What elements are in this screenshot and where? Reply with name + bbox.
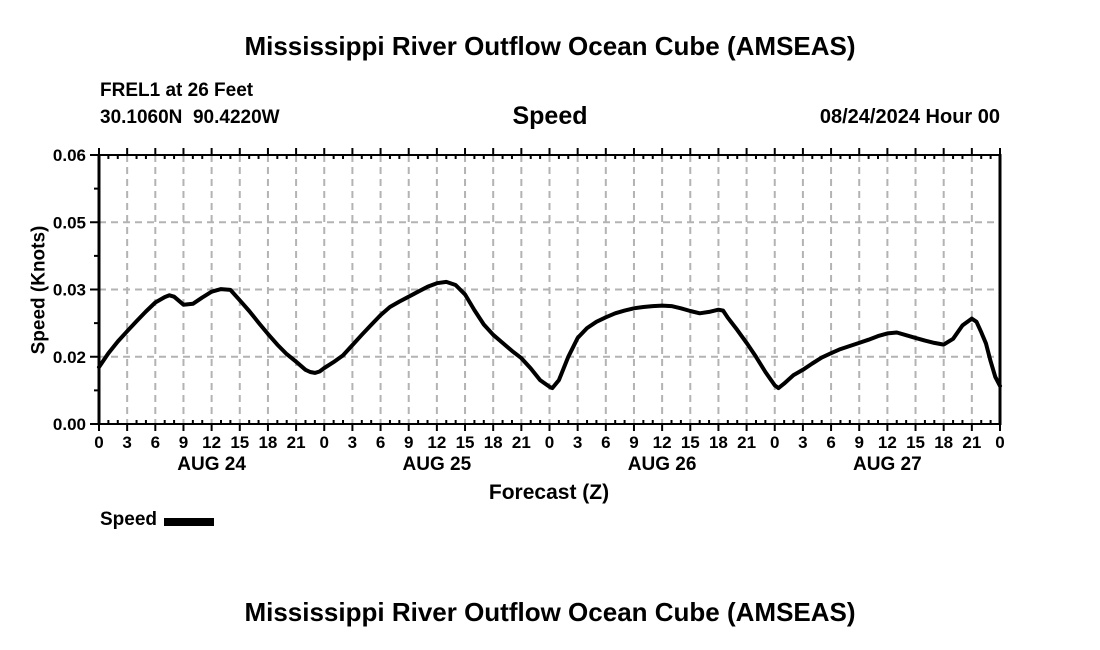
x-tick-label: 21 (512, 433, 531, 452)
x-tick-label: 15 (906, 433, 925, 452)
speed-curve (97, 279, 1002, 391)
coordinates-label: 30.1060N 90.4220W (100, 107, 280, 128)
axis-ticks (90, 148, 1001, 431)
x-tick-label: 18 (709, 433, 728, 452)
x-tick-label: 3 (348, 433, 357, 452)
y-axis-title: Speed (Knots) (29, 226, 50, 355)
x-tick-label: 18 (258, 433, 277, 452)
station-label: FREL1 at 26 Feet (100, 80, 254, 101)
legend-line-swatch (164, 517, 215, 526)
page-title: Mississippi River Outflow Ocean Cube (AM… (244, 31, 856, 61)
forecast-start-label: 08/24/2024 Hour 00 (819, 106, 1000, 128)
x-tick-label: 3 (122, 433, 131, 452)
x-tick-label: 21 (962, 433, 981, 452)
y-tick-label: 0.03 (53, 281, 86, 300)
x-tick-label: 6 (826, 433, 835, 452)
x-tick-label: 18 (484, 433, 503, 452)
x-tick-label: 15 (456, 433, 475, 452)
y-tick-label: 0.00 (53, 415, 86, 434)
x-tick-label: 18 (934, 433, 953, 452)
day-label: AUG 27 (853, 454, 922, 475)
gridlines (99, 155, 1000, 424)
x-tick-label: 12 (427, 433, 446, 452)
day-label: AUG 24 (177, 454, 246, 475)
x-tick-label: 0 (770, 433, 779, 452)
day-label: AUG 26 (628, 454, 697, 475)
day-label: AUG 25 (403, 454, 472, 475)
y-tick-label: 0.02 (53, 348, 86, 367)
x-tick-label: 0 (995, 433, 1004, 452)
x-tick-label: 6 (376, 433, 385, 452)
x-tick-label: 12 (202, 433, 221, 452)
x-tick-label: 21 (287, 433, 306, 452)
x-tick-label: 3 (573, 433, 582, 452)
series-line-speed (97, 279, 1002, 391)
x-tick-label: 9 (629, 433, 638, 452)
axis-tick-labels: 0 3 6 9 12 15 18 21 0 3 6 9 12 15 18 21 0 3 6 9 12 15 18 21 0 3 6 9… (53, 146, 1005, 475)
legend: Speed (100, 509, 215, 531)
x-tick-label: 6 (601, 433, 610, 452)
x-tick-label: 12 (653, 433, 672, 452)
x-tick-label: 21 (737, 433, 756, 452)
x-tick-label: 15 (230, 433, 249, 452)
x-tick-label: 9 (404, 433, 413, 452)
x-tick-label: 0 (545, 433, 554, 452)
x-tick-label: 15 (681, 433, 700, 452)
x-tick-label: 3 (798, 433, 807, 452)
y-tick-label: 0.05 (53, 213, 86, 232)
variable-title: Speed (512, 102, 588, 130)
x-tick-label: 9 (854, 433, 863, 452)
x-axis-title: Forecast (Z) (489, 481, 609, 504)
x-tick-label: 6 (151, 433, 160, 452)
x-tick-label: 0 (320, 433, 329, 452)
footer-title: Mississippi River Outflow Ocean Cube (AM… (244, 597, 856, 627)
legend-label: Speed (100, 509, 158, 530)
x-tick-label: 12 (878, 433, 897, 452)
x-tick-label: 0 (94, 433, 103, 452)
y-tick-label: 0.06 (53, 146, 86, 165)
x-tick-label: 9 (179, 433, 188, 452)
